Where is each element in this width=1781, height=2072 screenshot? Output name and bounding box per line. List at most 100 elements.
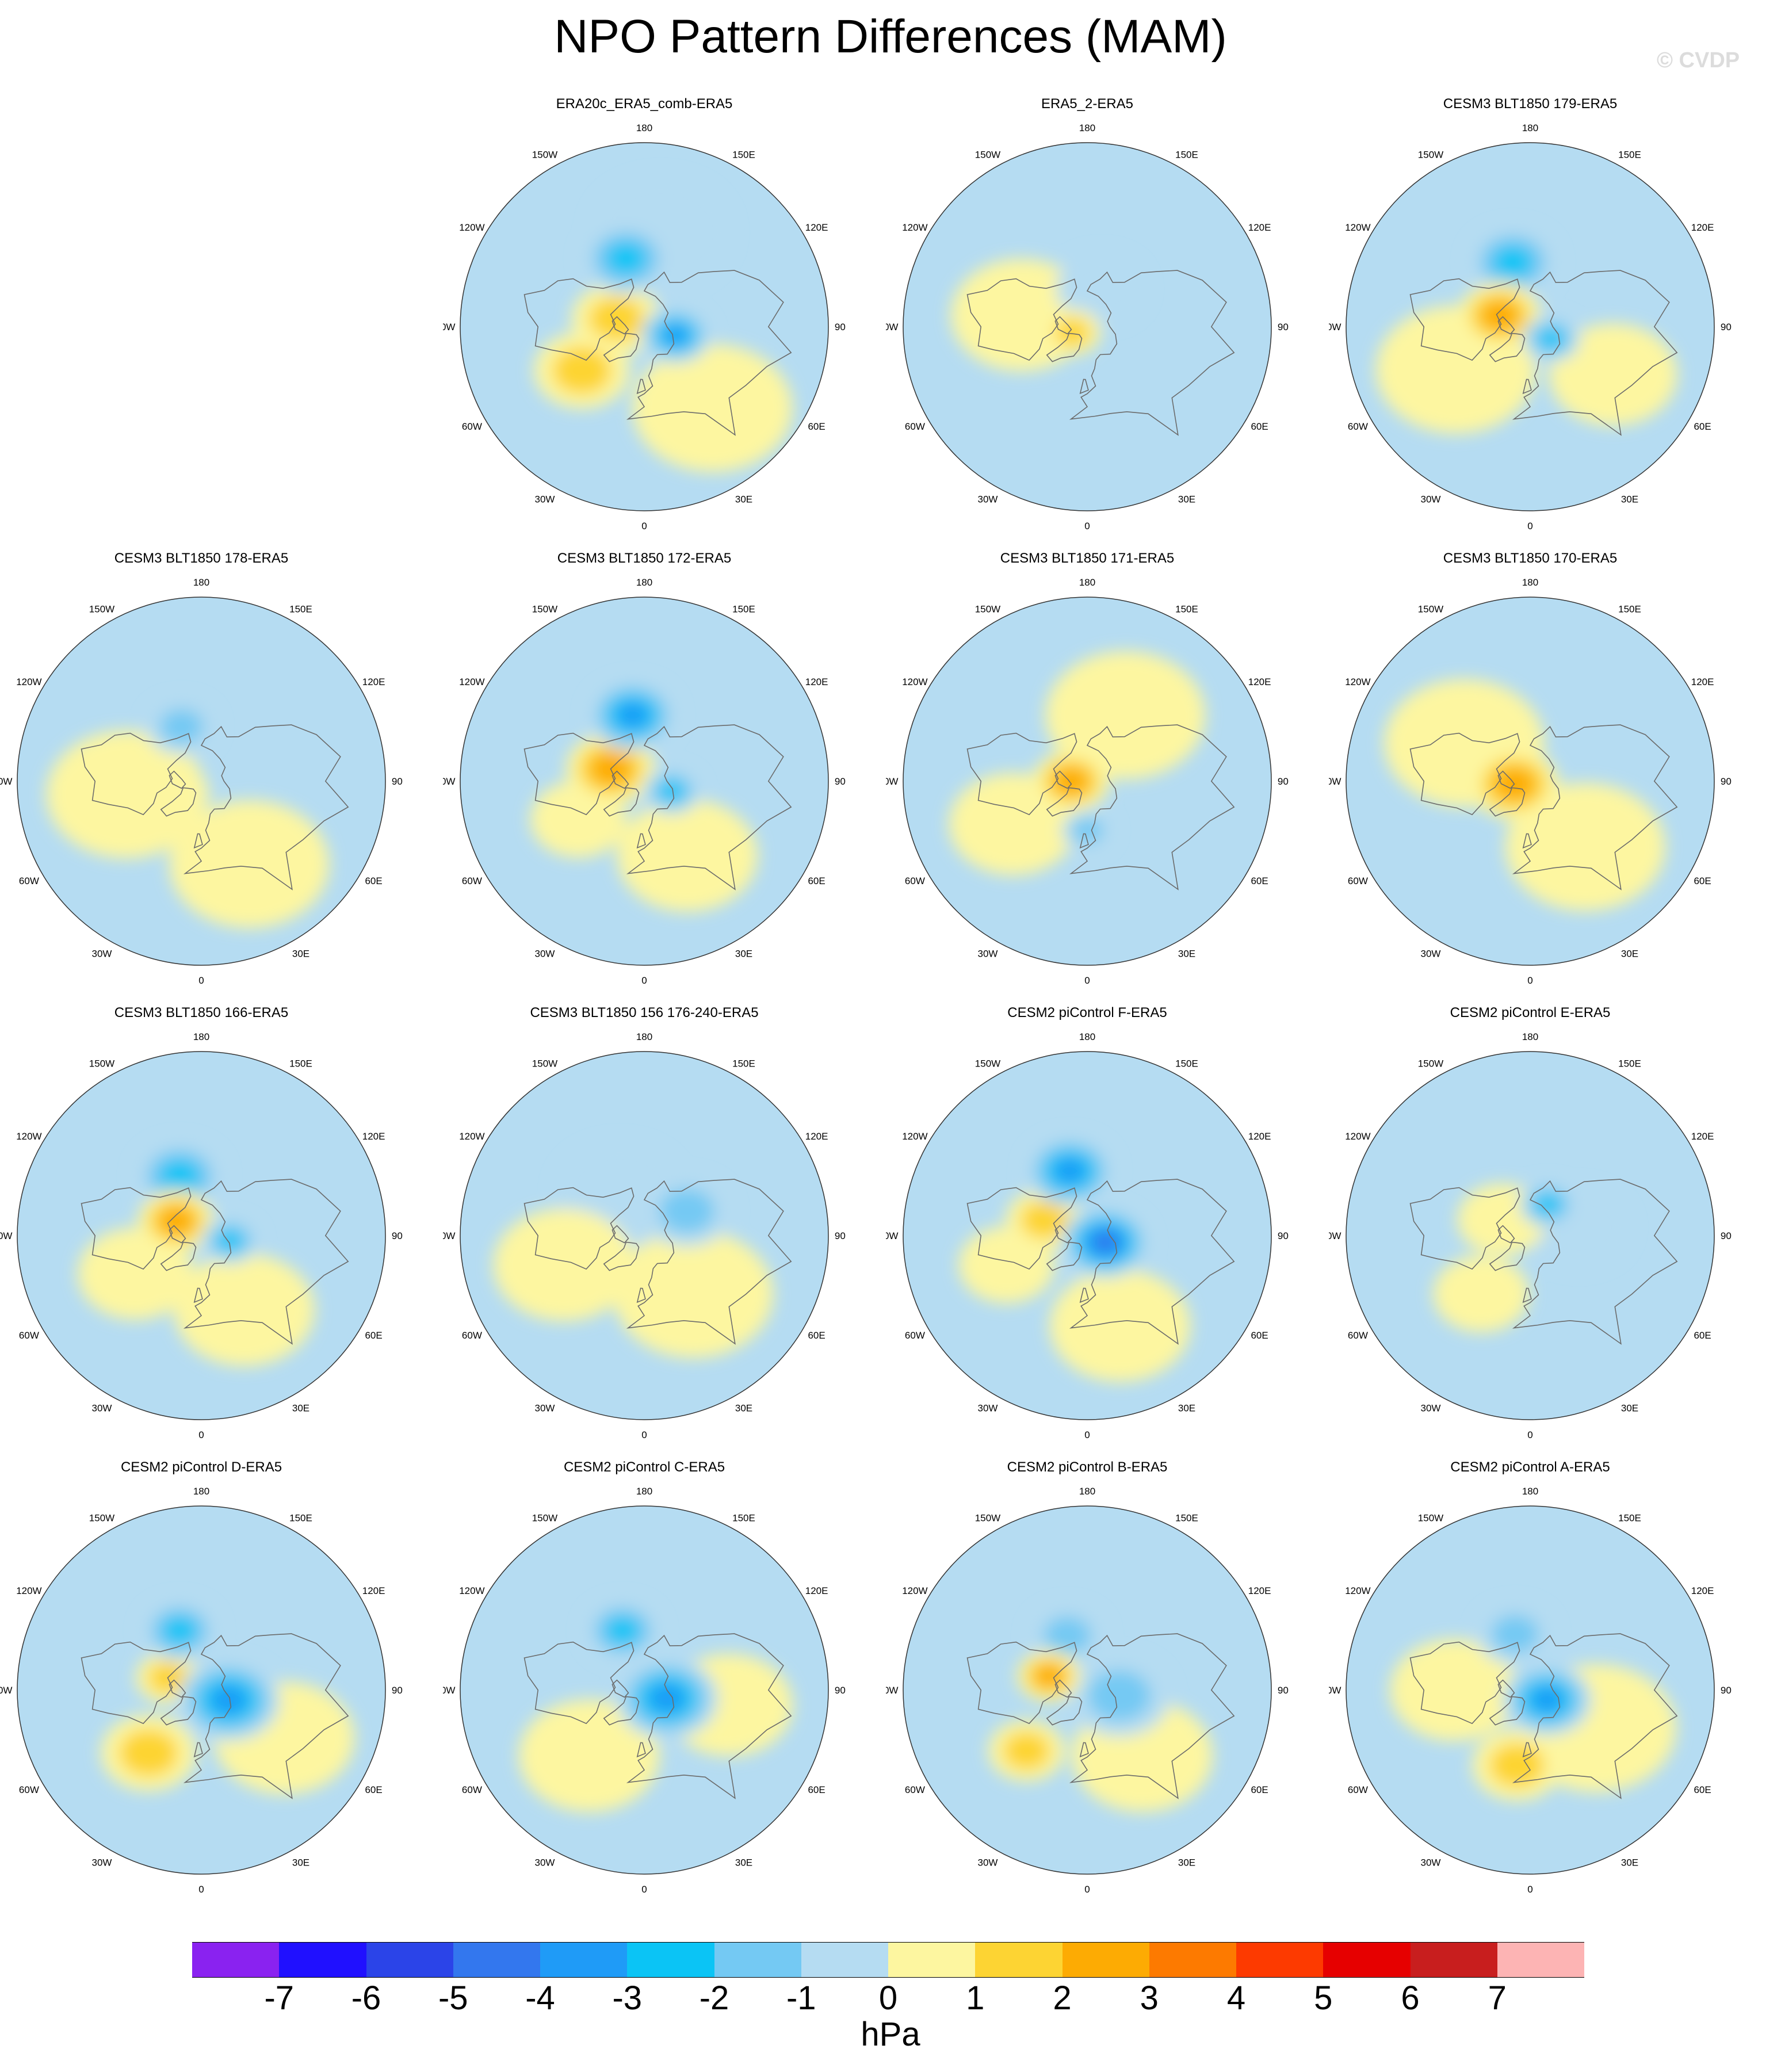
longitude-label: 60W	[19, 876, 39, 886]
coastline	[1409, 278, 1520, 361]
anomaly-contour	[1044, 1616, 1091, 1655]
map-panel: CESM3 BLT1850 170-ERA5 180 150E 120E 90E 60E 3…	[1329, 546, 1732, 1001]
anomaly-contour	[211, 1685, 247, 1715]
longitude-label: 180	[1522, 123, 1538, 133]
anomaly-contour	[632, 344, 793, 472]
coastline	[626, 724, 792, 890]
coastline	[1054, 1225, 1072, 1244]
anomaly-contour	[663, 325, 688, 345]
map-boundary	[460, 597, 829, 966]
longitude-label: 60E	[1251, 421, 1268, 432]
longitude-label: 120W	[902, 1131, 927, 1142]
figure-title: NPO Pattern Differences (MAM)	[554, 10, 1227, 63]
longitude-label: 60E	[365, 876, 382, 886]
anomaly-contour	[119, 1729, 178, 1777]
anomaly-contour	[1054, 318, 1090, 347]
coastline	[1489, 332, 1526, 362]
anomaly-contour	[159, 709, 204, 744]
longitude-label: 90W	[886, 776, 898, 787]
coastline	[1069, 270, 1235, 436]
coastline	[1497, 316, 1515, 335]
longitude-label: 90W	[1329, 776, 1341, 787]
longitude-label: 60E	[808, 1784, 825, 1795]
longitude-label: 90E	[392, 776, 403, 787]
longitude-label: 120E	[1248, 222, 1271, 233]
polar-map: 180 150E 120E 90E 60E 30E 0 30W 60W 90W 120W 150W	[443, 1486, 846, 1895]
coastline	[1489, 787, 1526, 817]
anomaly-contour	[1071, 817, 1103, 843]
longitude-label: 150E	[1175, 149, 1198, 160]
longitude-label: 90W	[0, 776, 12, 787]
coastline	[160, 787, 197, 817]
anomaly-contour	[1003, 1731, 1050, 1770]
anomaly-contour	[649, 1684, 685, 1713]
coastline	[523, 1187, 635, 1270]
longitude-label: 120W	[16, 1585, 41, 1596]
longitude-label: 120E	[1691, 1131, 1714, 1142]
longitude-label: 30W	[978, 1403, 998, 1414]
map-panel: CESM2 piControl B-ERA5 180 150E 120E 90E 60E 3…	[886, 1455, 1289, 1910]
coastline	[81, 1641, 192, 1725]
anomaly-contour	[1021, 1201, 1068, 1239]
longitude-label: 30W	[535, 1403, 555, 1414]
longitude-label: 60W	[462, 876, 482, 886]
coastline	[193, 833, 203, 849]
longitude-label: 120W	[16, 1131, 41, 1142]
anomaly-contour	[1034, 1664, 1064, 1688]
longitude-label: 90E	[1721, 776, 1732, 787]
longitude-label: 30W	[535, 949, 555, 959]
coastline	[1497, 1225, 1515, 1244]
longitude-label: 30E	[1178, 1857, 1195, 1868]
longitude-label: 120W	[1345, 676, 1370, 687]
longitude-label: 60W	[19, 1330, 39, 1341]
longitude-label: 120W	[902, 1585, 927, 1596]
coastline	[523, 278, 635, 361]
longitude-label: 60E	[1694, 876, 1711, 886]
coastline	[603, 1241, 640, 1271]
longitude-label: 30E	[735, 494, 752, 505]
anomaly-contour	[159, 1207, 193, 1235]
longitude-label: 90E	[392, 1685, 403, 1696]
longitude-label: 90W	[886, 1685, 898, 1696]
coastline	[1069, 724, 1235, 890]
anomaly-contour	[1433, 1255, 1530, 1333]
panel-title: CESM2 piControl E-ERA5	[1450, 1005, 1611, 1020]
longitude-label: 0	[641, 1429, 647, 1440]
colorbar-tick-label: -5	[438, 1979, 468, 2017]
anomaly-contour	[1531, 1687, 1563, 1712]
coastline	[160, 1696, 197, 1726]
longitude-label: 120E	[805, 1131, 828, 1142]
map-panel: CESM2 piControl E-ERA5 180 150E 120E 90E 60E 3…	[1329, 1001, 1732, 1455]
colorbar-tick-label: -2	[699, 1979, 729, 2017]
polar-map: 180 150E 120E 90E 60E 30E 0 30W 60W 90W 120W 150W	[1329, 1486, 1732, 1895]
longitude-label: 150E	[289, 1058, 312, 1069]
coastline	[603, 332, 640, 362]
coastline	[1046, 332, 1083, 362]
longitude-label: 0	[198, 975, 204, 986]
longitude-label: 30W	[978, 949, 998, 959]
longitude-label: 30W	[535, 1857, 555, 1868]
map-panel: CESM2 piControl F-ERA5 180 150E 120E 90E 60E 3…	[886, 1001, 1289, 1455]
longitude-label: 180	[193, 1031, 209, 1042]
longitude-label: 60W	[462, 1784, 482, 1795]
anomaly-contour	[162, 1616, 197, 1645]
coastline	[626, 1179, 792, 1345]
colorbar-swatch	[801, 1942, 888, 1978]
polar-map: 180 150E 120E 90E 60E 30E 0 30W 60W 90W 120W 150W	[1329, 1031, 1732, 1440]
longitude-label: 120E	[1248, 1131, 1271, 1142]
longitude-label: 90E	[1278, 1685, 1289, 1696]
longitude-label: 180	[1522, 577, 1538, 588]
longitude-label: 180	[193, 577, 209, 588]
colorbar-tick-label: 2	[1053, 1979, 1072, 2017]
longitude-label: 90W	[443, 322, 455, 332]
longitude-label: 120W	[1345, 1585, 1370, 1596]
colorbar-swatch	[1236, 1942, 1324, 1978]
longitude-label: 0	[1527, 975, 1532, 986]
longitude-label: 120E	[362, 1131, 385, 1142]
longitude-label: 0	[1084, 1884, 1090, 1895]
coastline	[1497, 1679, 1515, 1698]
anomaly-contour	[1538, 328, 1564, 349]
anomaly-contour	[151, 770, 209, 817]
longitude-label: 90E	[1721, 1230, 1732, 1241]
longitude-label: 150W	[975, 1058, 1000, 1069]
